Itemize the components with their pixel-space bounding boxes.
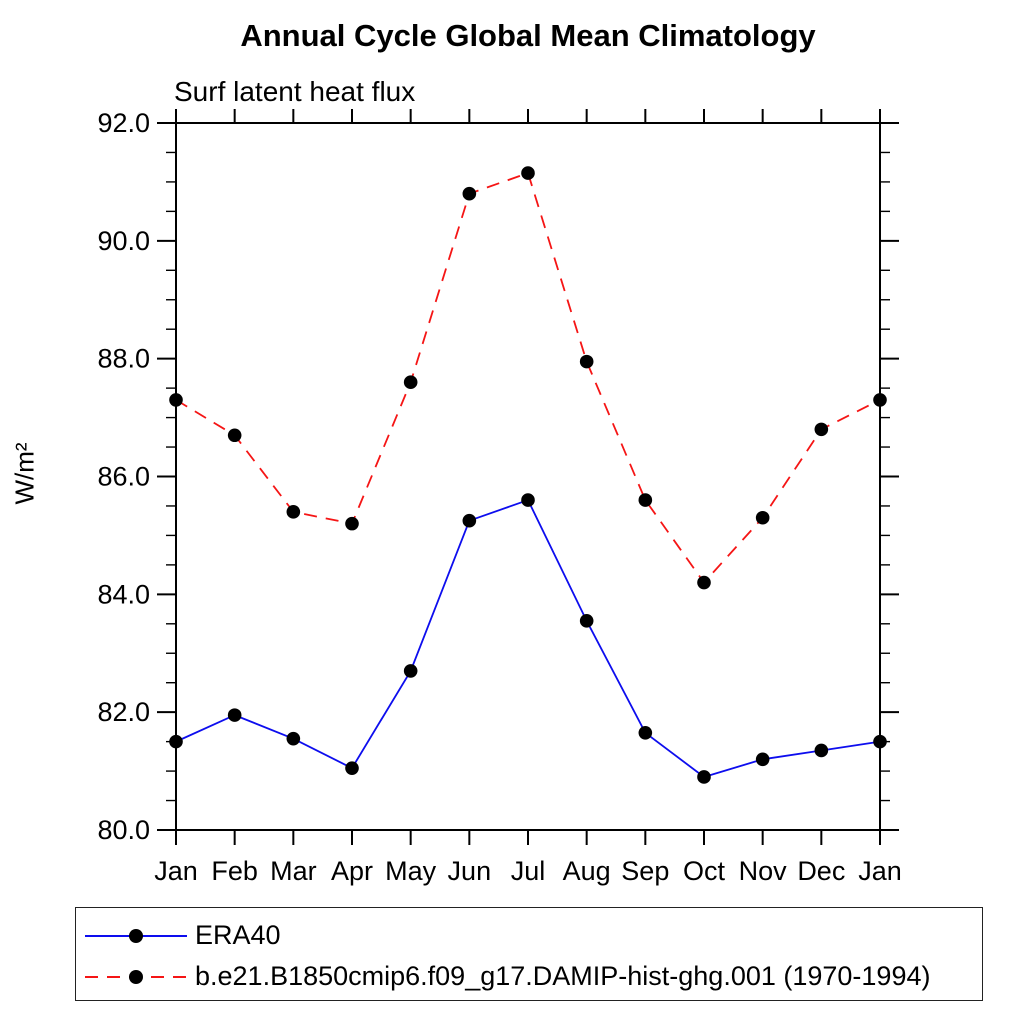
data-point-1 [521, 166, 535, 180]
data-point-0 [169, 734, 183, 749]
data-point-1 [579, 354, 594, 369]
data-point-1 [697, 575, 711, 590]
series-line-0 [175, 498, 881, 778]
data-point-1 [638, 493, 653, 507]
data-point-0 [579, 614, 594, 628]
chart-title: Annual Cycle Global Mean Climatology [240, 18, 816, 53]
data-point-0 [814, 743, 829, 758]
x-tick-label: Oct [683, 856, 726, 886]
x-tick-label: Aug [563, 856, 611, 886]
x-tick-label: Feb [211, 856, 258, 886]
x-tick-label: Jan [858, 856, 902, 886]
data-point-0 [286, 731, 301, 746]
data-point-0 [227, 708, 242, 722]
x-tick-label: Mar [270, 856, 317, 886]
data-point-0 [755, 752, 770, 767]
series-line-1 [175, 171, 881, 584]
data-point-1 [169, 393, 183, 407]
legend-line-sample-dashed [85, 969, 187, 984]
x-tick-label: Jul [511, 856, 546, 886]
data-point-0 [403, 664, 418, 678]
legend-item-model-run: b.e21.B1850cmip6.f09_g17.DAMIP-hist-ghg.… [76, 956, 982, 997]
x-tick-label: Sep [621, 856, 669, 886]
data-point-1 [403, 375, 418, 390]
data-point-0 [345, 761, 359, 775]
chart-subtitle: Surf latent heat flux [174, 76, 416, 107]
data-point-0 [638, 725, 653, 740]
x-tick-label: Jun [448, 856, 492, 886]
y-tick-label: 80.0 [97, 815, 150, 845]
data-point-1 [755, 510, 770, 525]
data-point-1 [286, 505, 301, 519]
data-point-1 [814, 422, 829, 437]
y-tick-label: 86.0 [97, 462, 150, 492]
plot-frame [175, 122, 881, 831]
data-point-0 [697, 770, 711, 784]
y-tick-label: 90.0 [97, 226, 150, 256]
legend-item-era40: ERA40 [76, 915, 982, 956]
legend-line-sample-solid [85, 928, 187, 943]
data-point-0 [873, 734, 887, 749]
legend-marker-dot [129, 928, 143, 943]
data-point-0 [462, 513, 477, 528]
y-tick-label: 88.0 [97, 344, 150, 374]
data-point-1 [345, 516, 359, 531]
x-tick-label: May [385, 856, 437, 886]
y-tick-label: 84.0 [97, 579, 150, 609]
x-tick-label: Dec [797, 856, 845, 886]
legend-marker-dot [129, 969, 143, 984]
data-point-1 [873, 393, 887, 407]
data-point-0 [521, 493, 535, 507]
x-tick-label: Apr [331, 856, 373, 886]
x-tick-label: Nov [739, 856, 788, 886]
legend-label-model-run: b.e21.B1850cmip6.f09_g17.DAMIP-hist-ghg.… [195, 961, 931, 991]
legend-label-era40: ERA40 [195, 920, 281, 950]
data-point-1 [227, 428, 242, 443]
y-tick-label: 92.0 [97, 108, 150, 138]
y-tick-label: 82.0 [97, 697, 150, 727]
x-tick-label: Jan [154, 856, 198, 886]
legend-box: ERA40 b.e21.B1850cmip6.f09_g17.DAMIP-his… [75, 907, 983, 1001]
data-point-1 [462, 186, 477, 201]
